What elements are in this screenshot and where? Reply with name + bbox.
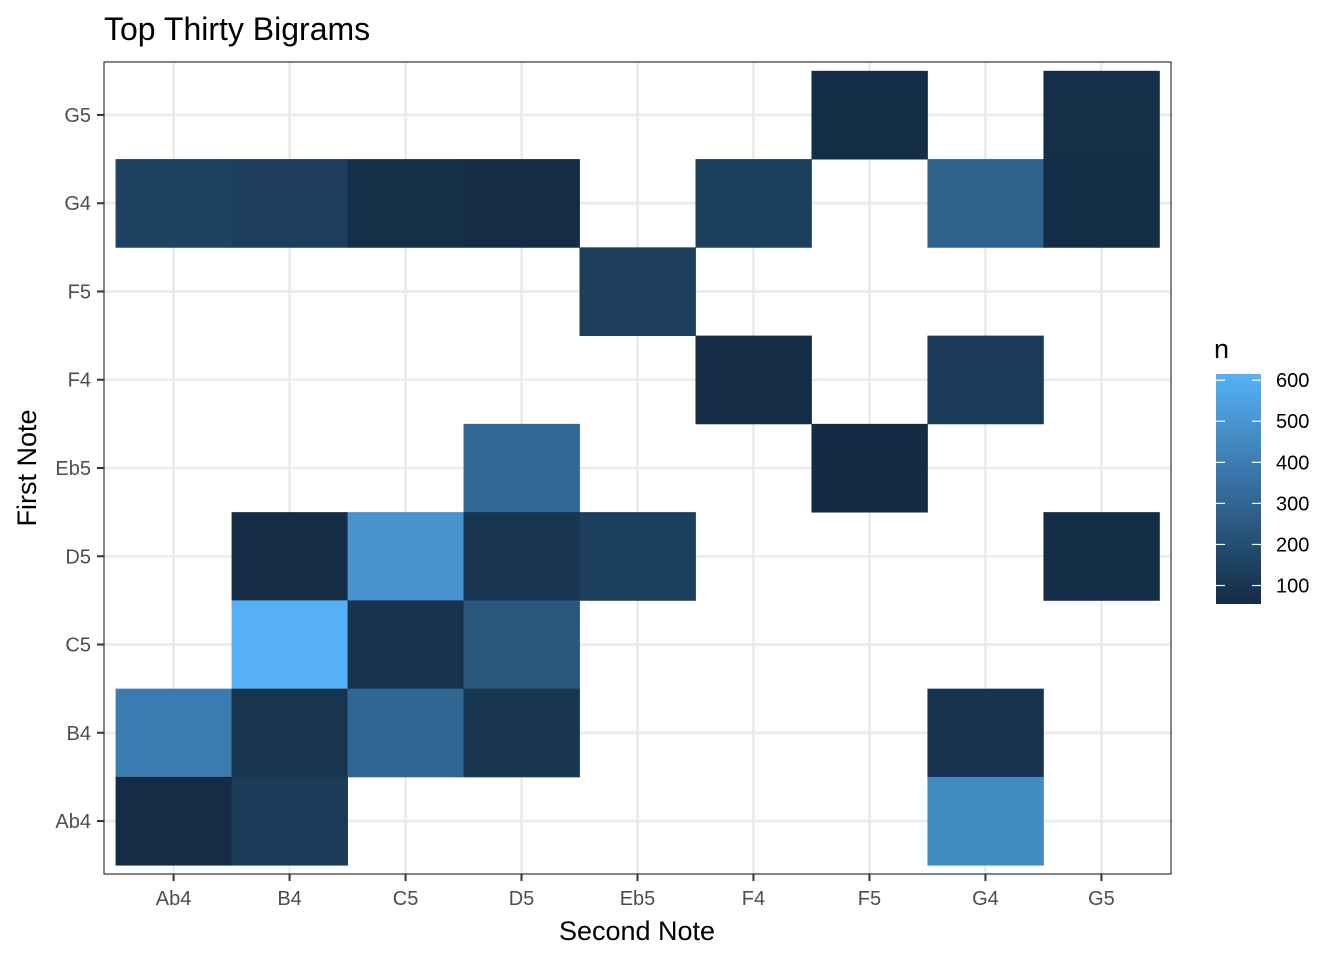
cell-G5-G5	[1043, 70, 1160, 160]
cell-G5-F5	[811, 70, 928, 160]
y-tick-label-C5: C5	[65, 635, 91, 657]
heatmap-cells	[115, 70, 1160, 866]
cell-D5-Eb5	[579, 512, 696, 601]
cell-G4-G5	[1043, 159, 1160, 248]
legend-label-200: 200	[1276, 534, 1309, 556]
cell-C5-D5	[463, 600, 580, 690]
cell-F5-Eb5	[579, 247, 696, 337]
legend-label-300: 300	[1276, 493, 1309, 515]
legend-label-500: 500	[1276, 411, 1309, 433]
cell-G4-D5	[463, 159, 580, 248]
plot-panel	[103, 61, 1172, 875]
cell-D5-B4	[231, 512, 348, 601]
legend-label-100: 100	[1276, 576, 1309, 598]
legend-ticks: 100 200 300 400 500 600	[1216, 370, 1309, 598]
cell-D5-G5	[1043, 512, 1160, 601]
x-tick-label-D5: D5	[509, 888, 535, 910]
x-tick-label-F5: F5	[858, 888, 881, 910]
cell-C5-B4	[231, 600, 348, 690]
cell-G4-G4	[927, 159, 1044, 248]
y-tick-label-F5: F5	[68, 281, 91, 303]
cell-D5-C5	[347, 512, 464, 601]
x-tick-label-G4: G4	[972, 888, 999, 910]
cell-F4-F4	[695, 335, 812, 425]
cell-G4-B4	[231, 159, 348, 248]
x-tick-label-Eb5: Eb5	[620, 888, 656, 910]
x-axis: Ab4 B4 C5 D5 Eb5 F4 F5 G4 G5	[156, 874, 1115, 910]
x-tick-label-F4: F4	[742, 888, 765, 910]
y-tick-label-D5: D5	[65, 546, 91, 568]
color-legend: n 100 200 300 400 500 600	[1214, 334, 1309, 604]
cell-Ab4-Ab4	[115, 776, 232, 866]
cell-G4-Ab4	[115, 159, 232, 248]
legend-label-400: 400	[1276, 452, 1309, 474]
y-tick-label-Ab4: Ab4	[55, 811, 91, 833]
y-tick-label-G4: G4	[64, 193, 91, 215]
cell-G4-F4	[695, 159, 812, 248]
cell-B4-C5	[347, 688, 464, 778]
cell-B4-G4	[927, 688, 1044, 778]
cell-Ab4-G4	[927, 776, 1044, 866]
y-tick-label-B4: B4	[67, 723, 91, 745]
y-tick-label-Eb5: Eb5	[55, 458, 91, 480]
cell-Ab4-B4	[231, 776, 348, 866]
cell-B4-Ab4	[115, 688, 232, 778]
x-tick-label-Ab4: Ab4	[156, 888, 192, 910]
cell-D5-D5	[463, 512, 580, 601]
y-tick-label-F4: F4	[68, 370, 91, 392]
x-axis-title: Second Note	[559, 916, 715, 946]
x-tick-label-B4: B4	[277, 888, 301, 910]
cell-F4-G4	[927, 335, 1044, 425]
y-axis: Ab4 B4 C5 D5 Eb5 F4 F5 G4 G5	[55, 105, 104, 833]
cell-G4-C5	[347, 159, 464, 248]
cell-Eb5-D5	[463, 423, 580, 513]
legend-colorbar	[1216, 374, 1261, 604]
legend-label-600: 600	[1276, 370, 1309, 392]
x-tick-label-C5: C5	[393, 888, 419, 910]
x-tick-label-G5: G5	[1088, 888, 1115, 910]
cell-B4-D5	[463, 688, 580, 778]
cell-C5-C5	[347, 600, 464, 690]
cell-B4-B4	[231, 688, 348, 778]
legend-title: n	[1214, 334, 1229, 364]
cell-Eb5-F5	[811, 423, 928, 513]
chart-title: Top Thirty Bigrams	[104, 11, 370, 47]
y-tick-label-G5: G5	[64, 105, 91, 127]
y-axis-title: First Note	[12, 409, 42, 526]
